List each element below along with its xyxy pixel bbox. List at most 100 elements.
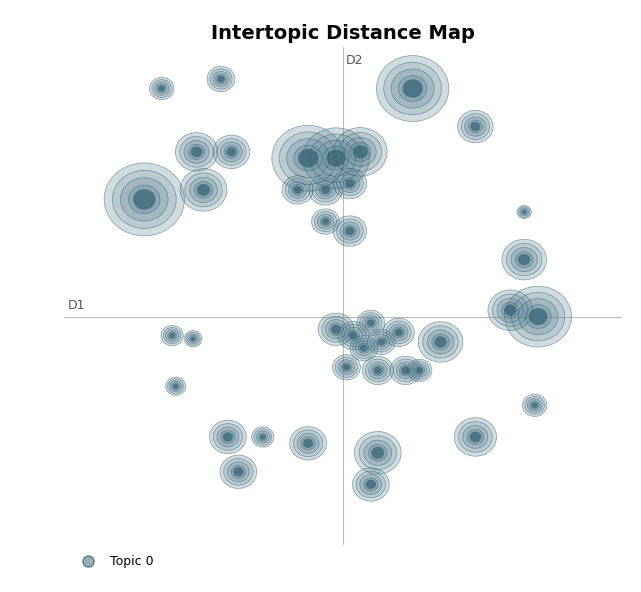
Circle shape — [312, 209, 340, 234]
Circle shape — [207, 66, 235, 92]
Circle shape — [335, 357, 358, 377]
Circle shape — [356, 471, 385, 498]
Circle shape — [529, 308, 547, 325]
Circle shape — [418, 321, 463, 362]
Circle shape — [207, 66, 235, 92]
Circle shape — [310, 134, 363, 182]
Circle shape — [320, 186, 330, 194]
Circle shape — [522, 210, 526, 214]
Circle shape — [488, 290, 533, 330]
Circle shape — [252, 427, 274, 447]
Circle shape — [360, 313, 382, 333]
Circle shape — [338, 321, 369, 350]
Circle shape — [252, 427, 274, 447]
Circle shape — [458, 422, 492, 452]
Circle shape — [152, 80, 172, 98]
Circle shape — [210, 420, 246, 453]
Circle shape — [365, 318, 376, 328]
Circle shape — [154, 82, 169, 95]
Circle shape — [502, 239, 547, 280]
Circle shape — [312, 178, 339, 202]
Circle shape — [515, 252, 533, 268]
Circle shape — [519, 298, 558, 334]
Circle shape — [353, 338, 375, 358]
Circle shape — [415, 366, 424, 375]
Circle shape — [303, 439, 313, 448]
Circle shape — [157, 84, 167, 93]
Circle shape — [528, 398, 542, 412]
Circle shape — [353, 145, 368, 159]
Circle shape — [294, 430, 323, 456]
Circle shape — [104, 163, 185, 236]
Circle shape — [337, 172, 363, 196]
Circle shape — [373, 334, 390, 349]
Circle shape — [461, 114, 490, 140]
Circle shape — [369, 445, 387, 461]
Circle shape — [180, 169, 227, 211]
Circle shape — [469, 120, 482, 133]
Circle shape — [350, 336, 378, 361]
Circle shape — [272, 126, 344, 191]
Circle shape — [403, 79, 423, 98]
Text: D1: D1 — [67, 299, 85, 312]
Circle shape — [520, 208, 528, 216]
Circle shape — [318, 313, 354, 346]
Circle shape — [374, 366, 382, 374]
Circle shape — [488, 290, 533, 330]
Circle shape — [282, 176, 313, 204]
Circle shape — [354, 432, 401, 474]
Circle shape — [356, 341, 372, 356]
Circle shape — [372, 365, 384, 376]
Circle shape — [161, 326, 183, 346]
Circle shape — [197, 184, 210, 196]
Circle shape — [530, 401, 540, 410]
Circle shape — [344, 137, 376, 166]
Circle shape — [340, 175, 360, 192]
Circle shape — [501, 303, 519, 318]
Circle shape — [365, 480, 376, 489]
Circle shape — [454, 418, 497, 456]
Circle shape — [383, 318, 414, 346]
Circle shape — [176, 133, 218, 171]
Circle shape — [290, 427, 326, 460]
Circle shape — [357, 310, 385, 336]
Circle shape — [303, 128, 369, 189]
Circle shape — [179, 137, 213, 167]
Circle shape — [418, 321, 463, 362]
Circle shape — [522, 394, 547, 416]
Circle shape — [221, 430, 235, 443]
Circle shape — [184, 331, 202, 347]
Circle shape — [360, 475, 382, 494]
Circle shape — [287, 139, 329, 178]
Circle shape — [213, 135, 250, 169]
Circle shape — [184, 331, 202, 347]
Circle shape — [383, 318, 414, 346]
Circle shape — [190, 146, 203, 157]
Circle shape — [233, 467, 244, 477]
Circle shape — [358, 343, 369, 353]
Circle shape — [220, 455, 257, 488]
Circle shape — [392, 327, 405, 338]
Circle shape — [518, 254, 531, 265]
Circle shape — [364, 440, 392, 465]
Circle shape — [333, 168, 367, 199]
Circle shape — [279, 132, 337, 185]
Circle shape — [185, 173, 222, 207]
Circle shape — [165, 377, 186, 395]
Circle shape — [184, 140, 209, 163]
Circle shape — [112, 170, 176, 229]
Circle shape — [220, 455, 257, 488]
Circle shape — [290, 427, 326, 460]
Circle shape — [340, 222, 360, 240]
Circle shape — [344, 178, 356, 189]
Circle shape — [319, 184, 332, 196]
Circle shape — [345, 227, 354, 236]
Circle shape — [188, 144, 205, 159]
Circle shape — [492, 294, 528, 326]
Circle shape — [326, 320, 347, 339]
Circle shape — [360, 345, 368, 352]
Circle shape — [349, 332, 358, 340]
Circle shape — [168, 332, 176, 340]
Circle shape — [301, 437, 315, 450]
Circle shape — [320, 217, 331, 227]
